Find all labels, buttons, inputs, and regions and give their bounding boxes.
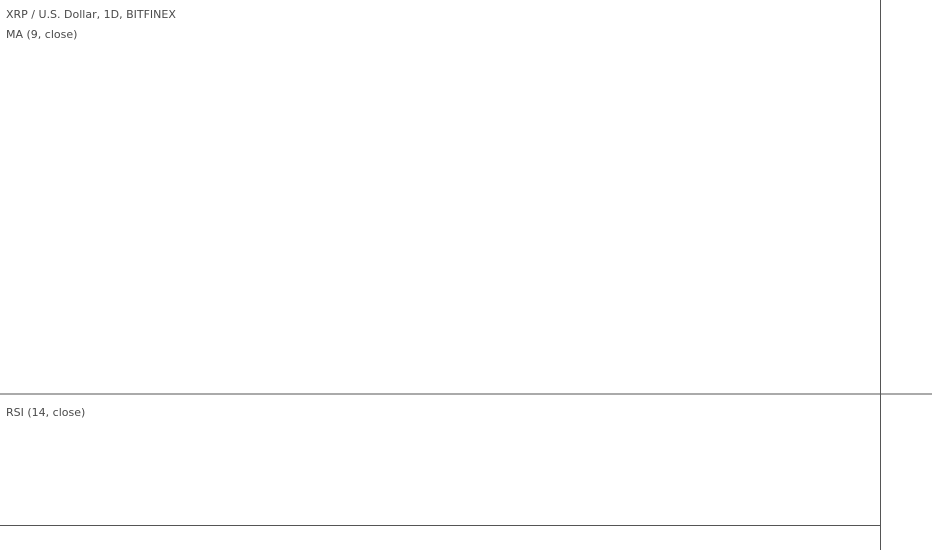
ma-legend: MA (9, close) [6,28,77,41]
chart-title: XRP / U.S. Dollar, 1D, BITFINEX [6,8,176,21]
rsi-legend: RSI (14, close) [6,406,85,419]
